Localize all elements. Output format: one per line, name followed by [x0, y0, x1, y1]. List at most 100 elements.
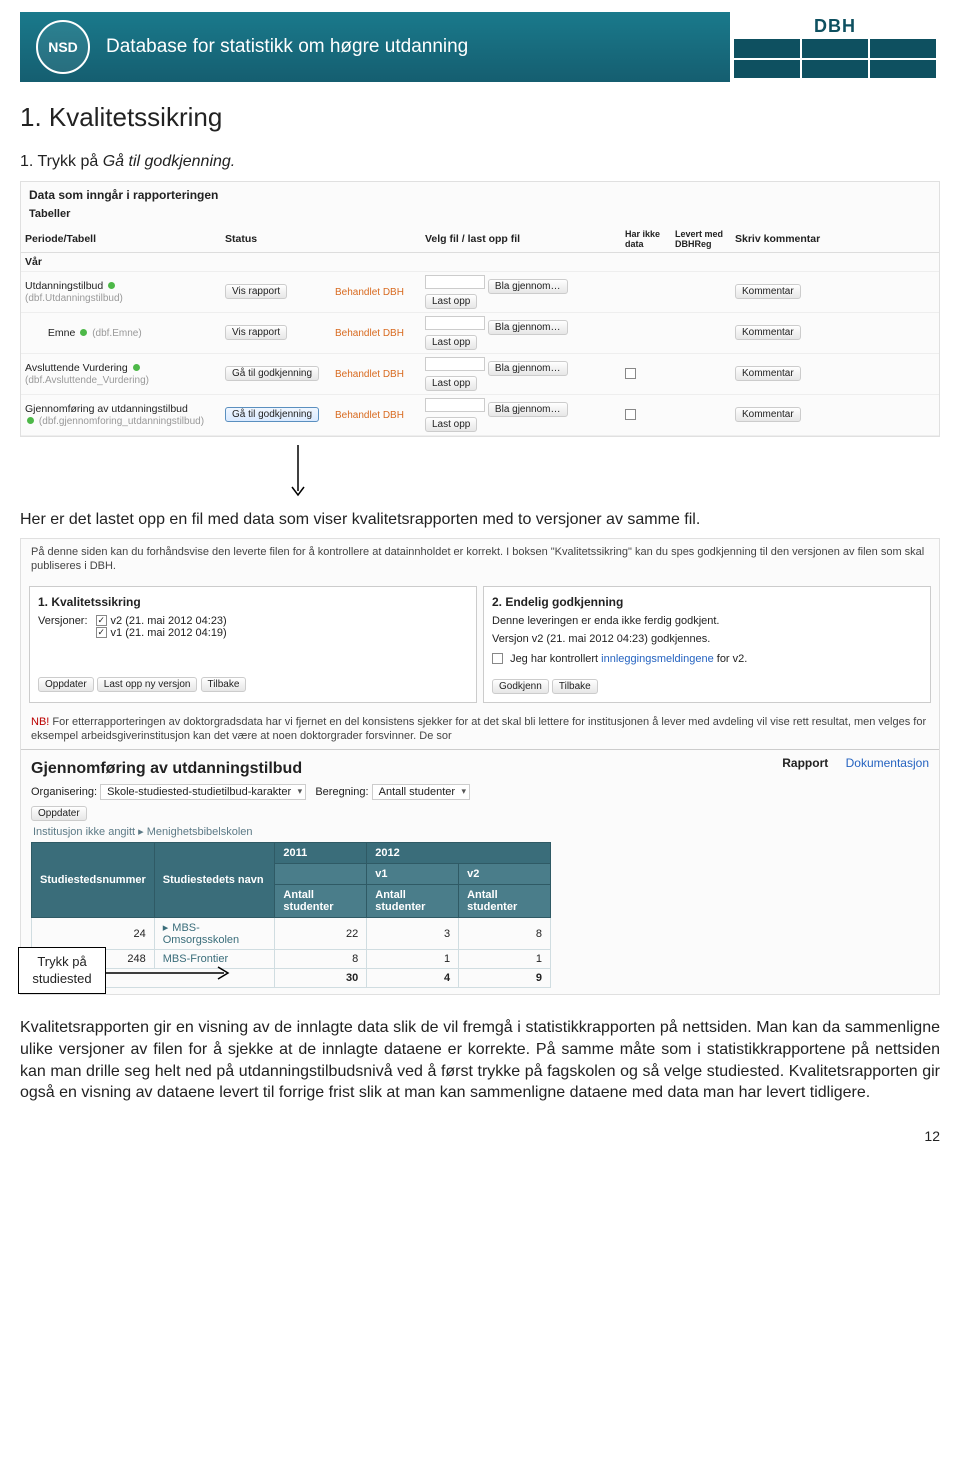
- file-input[interactable]: [425, 275, 485, 289]
- tables-grid: Periode/Tabell Status Velg fil / last op…: [21, 226, 939, 436]
- col-2011: 2011: [275, 843, 367, 864]
- upload-button[interactable]: Last opp: [425, 294, 477, 309]
- org-select[interactable]: Skole-studiested-studietilbud-karakter: [100, 784, 306, 800]
- nsd-logo: NSD: [36, 20, 90, 74]
- col-studiestedsnummer: Studiestedsnummer: [32, 843, 155, 918]
- col-v1: v1: [367, 864, 459, 885]
- file-input[interactable]: [425, 398, 485, 412]
- tab-rapport[interactable]: Rapport: [782, 756, 828, 770]
- versions-label: Versjoner:: [38, 615, 88, 639]
- comment-button[interactable]: Kommentar: [735, 407, 801, 422]
- table-row: Avsluttende Vurdering (dbf.Avsluttende_V…: [21, 353, 939, 394]
- status-dot-icon: [27, 417, 34, 424]
- v1-label: v1 (21. mai 2012 04:19): [111, 627, 227, 639]
- report-oppdater-button[interactable]: Oppdater: [31, 806, 87, 821]
- paragraph-1: Her er det lastet opp en fil med data so…: [20, 509, 940, 531]
- col-v2: v2: [459, 864, 551, 885]
- pane1-title: 1. Kvalitetssikring: [38, 595, 468, 609]
- version-checkbox[interactable]: [96, 627, 107, 638]
- col-2012: 2012: [367, 843, 551, 864]
- godkjenning-button[interactable]: Gå til godkjenning: [225, 366, 319, 381]
- step-action: Gå til godkjenning.: [103, 153, 236, 170]
- studiested-link[interactable]: MBS-Omsorgsskolen: [163, 922, 239, 946]
- step-instruction: 1. Trykk på Gå til godkjenning.: [20, 151, 940, 173]
- upload-button[interactable]: Last opp: [425, 417, 477, 432]
- col-antall: Antall studenter: [459, 885, 551, 918]
- col-antall: Antall studenter: [275, 885, 367, 918]
- status-dot-icon: [133, 364, 140, 371]
- comment-button[interactable]: Kommentar: [735, 284, 801, 299]
- row-muted: (dbf.Avsluttende_Vurdering): [25, 375, 149, 386]
- step-prefix: 1. Trykk på: [20, 153, 103, 170]
- dbh-logo-block: DBH: [730, 12, 940, 82]
- no-data-checkbox[interactable]: [625, 368, 636, 379]
- status-dot-icon: [80, 329, 87, 336]
- godkjenn-button[interactable]: Godkjenn: [492, 679, 549, 694]
- upload-new-button[interactable]: Last opp ny versjon: [97, 677, 198, 692]
- section-heading: 1. Kvalitetssikring: [20, 102, 940, 133]
- comment-button[interactable]: Kommentar: [735, 325, 801, 340]
- upload-button[interactable]: Last opp: [425, 376, 477, 391]
- col-periode: Periode/Tabell: [21, 226, 221, 253]
- nb-helptext: NB! For etterrapporteringen av doktorgra…: [21, 709, 939, 750]
- intro-helptext: På denne siden kan du forhåndsvise den l…: [21, 539, 939, 580]
- pane2-line2: Versjon v2 (21. mai 2012 04:23) godkjenn…: [492, 633, 922, 645]
- banner-title: Database for statistikk om høgre utdanni…: [106, 36, 468, 58]
- innleggingsmeldinger-link[interactable]: innleggingsmeldingene: [601, 653, 714, 665]
- col-status2: [331, 226, 421, 253]
- no-data-checkbox[interactable]: [625, 409, 636, 420]
- pane-godkjenning: 2. Endelig godkjenning Denne leveringen …: [483, 586, 931, 703]
- browse-button[interactable]: Bla gjennom…: [488, 402, 568, 417]
- col-kommentar: Skriv kommentar: [731, 226, 939, 253]
- pane2-line1: Denne leveringen er enda ikke ferdig god…: [492, 615, 922, 627]
- confirm-checkbox[interactable]: [492, 653, 503, 664]
- col-harikke: Har ikke data: [621, 226, 671, 253]
- browse-button[interactable]: Bla gjennom…: [488, 361, 568, 376]
- version-checkbox[interactable]: [96, 615, 107, 626]
- nb-label: NB!: [31, 716, 49, 728]
- oppdater-button[interactable]: Oppdater: [38, 677, 94, 692]
- dbh-label: DBH: [730, 12, 940, 37]
- tilbake-button[interactable]: Tilbake: [552, 679, 598, 694]
- browse-button[interactable]: Bla gjennom…: [488, 279, 568, 294]
- breadcrumb: Institusjon ikke angitt ▸ Menighetsbibel…: [31, 821, 929, 842]
- col-levert: Levert med DBHReg: [671, 226, 731, 253]
- cap1-subtitle: Tabeller: [21, 208, 939, 226]
- table-row: Gjennomføring av utdanningstilbud (dbf.g…: [21, 394, 939, 435]
- calc-label: Beregning:: [315, 786, 368, 798]
- col-velgfil: Velg fil / last opp fil: [421, 226, 621, 253]
- season-label: Vår: [21, 252, 939, 271]
- file-input[interactable]: [425, 357, 485, 371]
- tilbake-button[interactable]: Tilbake: [201, 677, 247, 692]
- file-input[interactable]: [425, 316, 485, 330]
- callout-box: Trykk på studiested: [18, 947, 106, 994]
- screenshot-godkjenning: På denne siden kan du forhåndsvise den l…: [20, 538, 940, 995]
- arrow-down-icon: [290, 445, 940, 499]
- godkjenning-button[interactable]: Gå til godkjenning: [225, 407, 319, 422]
- col-studiestedsnavn: Studiestedets navn: [154, 843, 275, 918]
- page-number: 12: [20, 1128, 940, 1144]
- calc-select[interactable]: Antall studenter: [372, 784, 470, 800]
- table-row: Emne (dbf.Emne) Vis rapport Behandlet DB…: [21, 312, 939, 353]
- upload-button[interactable]: Last opp: [425, 335, 477, 350]
- screenshot-tables: Data som inngår i rapporteringen Tabelle…: [20, 181, 940, 437]
- browse-button[interactable]: Bla gjennom…: [488, 320, 568, 335]
- paragraph-2: Kvalitetsrapporten gir en visning av de …: [20, 1017, 940, 1103]
- row-name: Avsluttende Vurdering: [25, 362, 128, 374]
- status-text: Behandlet DBH: [335, 410, 404, 421]
- comment-button[interactable]: Kommentar: [735, 366, 801, 381]
- row-muted: (dbf.Emne): [92, 328, 141, 339]
- row-muted: (dbf.gjennomforing_utdanningstilbud): [39, 416, 204, 427]
- status-dot-icon: [108, 282, 115, 289]
- tab-dokumentasjon[interactable]: Dokumentasjon: [846, 756, 929, 770]
- vis-rapport-button[interactable]: Vis rapport: [225, 284, 287, 299]
- nb-text: For etterrapporteringen av doktorgradsda…: [31, 716, 926, 742]
- status-text: Behandlet DBH: [335, 369, 404, 380]
- arrow-right-icon: [106, 963, 236, 983]
- vis-rapport-button[interactable]: Vis rapport: [225, 325, 287, 340]
- row-name: Utdanningstilbud: [25, 280, 103, 292]
- pane2-title: 2. Endelig godkjenning: [492, 595, 922, 609]
- row-name: Emne: [48, 327, 75, 339]
- header-banner: NSD Database for statistikk om høgre utd…: [20, 12, 940, 82]
- pane2-line3-suffix: for v2.: [714, 653, 748, 665]
